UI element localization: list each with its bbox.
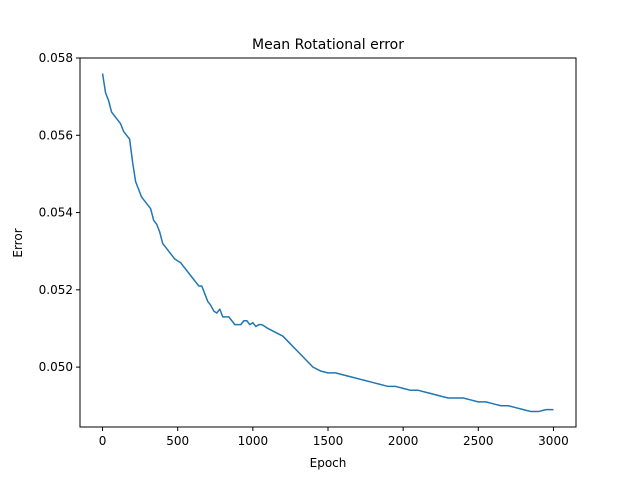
y-axis-label: Error [11,228,25,257]
y-axis-ticks: 0.050 0.052 0.054 0.056 0.058 [39,51,80,374]
plot-layer [101,73,554,413]
x-axis-label: Epoch [310,456,347,470]
x-tick-label: 3000 [538,434,569,448]
x-tick-label: 0 [99,434,107,448]
y-tick-label: 0.052 [39,283,73,297]
x-axis-ticks: 0 500 1000 1500 2000 2500 3000 [99,427,569,448]
y-tick-label: 0.050 [39,360,73,374]
x-tick-label: 1500 [313,434,344,448]
y-tick-label: 0.054 [39,206,73,220]
x-tick-label: 1000 [238,434,269,448]
chart-title: Mean Rotational error [252,37,404,53]
x-tick-label: 2500 [463,434,494,448]
x-tick-label: 500 [166,434,189,448]
series-line [101,73,554,413]
y-tick-label: 0.056 [39,128,73,142]
x-tick-label: 2000 [388,434,419,448]
plot-frame [79,57,577,428]
y-tick-label: 0.058 [39,51,73,65]
